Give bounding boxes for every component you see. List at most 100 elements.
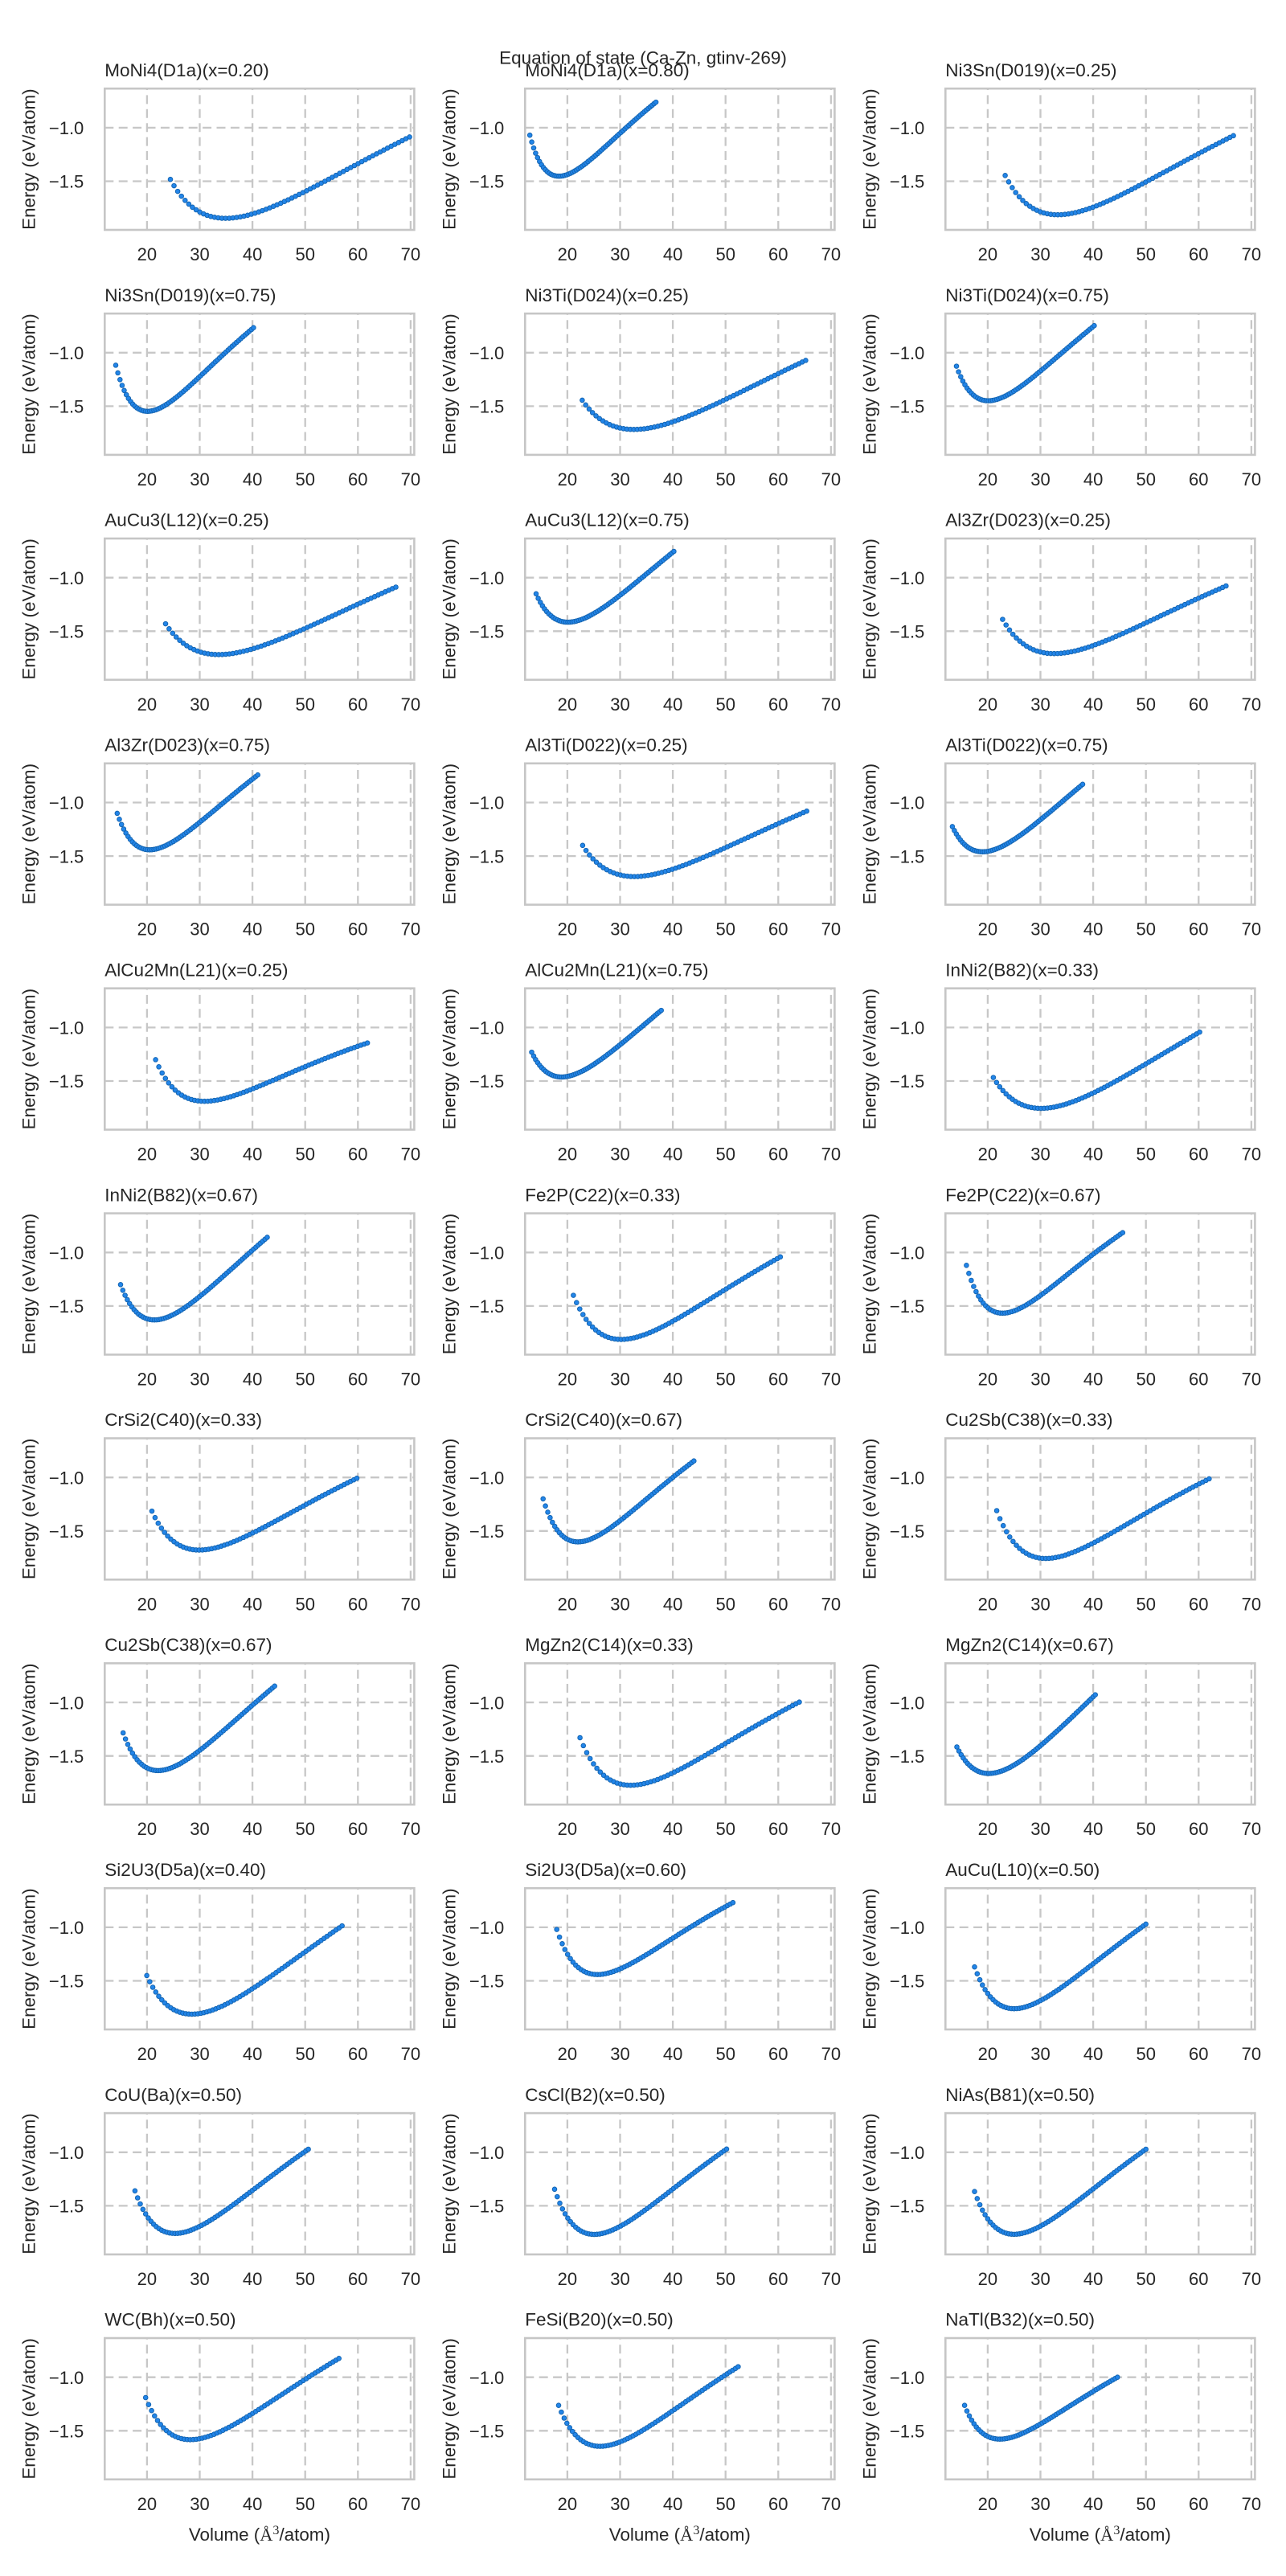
svg-text:Volume (Å3/atom): Volume (Å3/atom) [1030,2524,1171,2545]
svg-text:20: 20 [978,2494,997,2514]
svg-text:60: 60 [768,1369,788,1389]
svg-text:Energy (eV/atom): Energy (eV/atom) [859,313,879,454]
svg-text:40: 40 [243,244,262,264]
svg-text:20: 20 [558,2269,577,2289]
svg-text:50: 50 [1136,1594,1155,1614]
svg-text:50: 50 [715,1594,735,1614]
svg-text:Energy (eV/atom): Energy (eV/atom) [859,1214,879,1354]
svg-text:70: 70 [821,1594,841,1614]
svg-text:50: 50 [295,1819,314,1839]
svg-text:60: 60 [1189,1145,1208,1165]
svg-text:−1.0: −1.0 [469,568,504,588]
svg-text:60: 60 [768,1145,788,1165]
svg-text:20: 20 [978,1594,997,1614]
svg-text:40: 40 [243,2494,262,2514]
svg-text:50: 50 [295,1145,314,1165]
svg-text:−1.5: −1.5 [469,622,504,642]
svg-text:20: 20 [558,2494,577,2514]
svg-text:Al3Ti(D022)(x=0.25): Al3Ti(D022)(x=0.25) [525,735,687,756]
svg-text:−1.5: −1.5 [49,622,84,642]
svg-text:30: 30 [190,1819,209,1839]
svg-text:Energy (eV/atom): Energy (eV/atom) [439,764,459,904]
svg-text:−1.5: −1.5 [890,1747,924,1767]
svg-text:Fe2P(C22)(x=0.33): Fe2P(C22)(x=0.33) [525,1185,680,1205]
svg-text:−1.5: −1.5 [469,1747,504,1767]
svg-text:40: 40 [663,2269,682,2289]
svg-text:20: 20 [137,1594,157,1614]
svg-text:30: 30 [610,919,629,940]
svg-text:60: 60 [348,2044,367,2064]
svg-text:Energy (eV/atom): Energy (eV/atom) [439,2338,459,2479]
svg-text:50: 50 [715,2494,735,2514]
svg-text:50: 50 [295,2044,314,2064]
svg-text:30: 30 [610,1145,629,1165]
svg-text:−1.5: −1.5 [890,172,924,192]
svg-text:60: 60 [768,694,788,715]
svg-text:60: 60 [348,2494,367,2514]
svg-text:60: 60 [1189,1369,1208,1389]
svg-text:20: 20 [978,469,997,489]
svg-text:Energy (eV/atom): Energy (eV/atom) [859,989,879,1129]
svg-text:20: 20 [137,1819,157,1839]
svg-text:20: 20 [137,244,157,264]
svg-text:−1.0: −1.0 [890,118,924,138]
svg-text:−1.5: −1.5 [469,1972,504,1992]
svg-text:30: 30 [610,2494,629,2514]
svg-text:70: 70 [821,2494,841,2514]
svg-text:50: 50 [1136,2269,1155,2289]
svg-text:−1.5: −1.5 [469,1071,504,1091]
svg-text:30: 30 [610,2044,629,2064]
svg-text:Energy (eV/atom): Energy (eV/atom) [18,1664,39,1804]
svg-text:20: 20 [558,469,577,489]
svg-text:40: 40 [663,2044,682,2064]
svg-text:−1.0: −1.0 [890,793,924,813]
svg-text:70: 70 [401,694,420,715]
svg-text:70: 70 [401,2044,420,2064]
svg-text:50: 50 [1136,1369,1155,1389]
svg-text:50: 50 [715,2269,735,2289]
svg-text:60: 60 [1189,919,1208,940]
svg-text:20: 20 [137,469,157,489]
svg-text:Al3Zr(D023)(x=0.25): Al3Zr(D023)(x=0.25) [945,510,1111,530]
svg-text:60: 60 [348,1594,367,1614]
svg-text:Energy (eV/atom): Energy (eV/atom) [439,88,459,229]
svg-text:60: 60 [768,2044,788,2064]
svg-text:−1.0: −1.0 [49,1018,84,1038]
svg-text:−1.0: −1.0 [49,1693,84,1713]
svg-text:70: 70 [401,469,420,489]
svg-text:−1.5: −1.5 [469,2422,504,2442]
svg-text:−1.5: −1.5 [890,1521,924,1542]
svg-text:Energy (eV/atom): Energy (eV/atom) [18,1439,39,1579]
svg-text:−1.5: −1.5 [890,622,924,642]
svg-text:20: 20 [137,2044,157,2064]
svg-text:20: 20 [558,694,577,715]
svg-text:40: 40 [663,1145,682,1165]
svg-text:40: 40 [1083,919,1103,940]
svg-text:60: 60 [1189,694,1208,715]
svg-text:30: 30 [1030,2494,1050,2514]
svg-text:−1.5: −1.5 [469,1296,504,1317]
svg-text:30: 30 [610,2269,629,2289]
svg-text:60: 60 [348,469,367,489]
svg-text:−1.0: −1.0 [890,568,924,588]
svg-text:Volume (Å3/atom): Volume (Å3/atom) [189,2524,330,2545]
svg-text:60: 60 [1189,2044,1208,2064]
svg-text:FeSi(B20)(x=0.50): FeSi(B20)(x=0.50) [525,2310,673,2330]
svg-text:Al3Zr(D023)(x=0.75): Al3Zr(D023)(x=0.75) [104,735,270,756]
svg-text:−1.5: −1.5 [890,1296,924,1317]
svg-text:−1.5: −1.5 [469,846,504,866]
svg-text:CrSi2(C40)(x=0.33): CrSi2(C40)(x=0.33) [104,1410,262,1430]
svg-text:−1.5: −1.5 [49,1071,84,1091]
svg-text:60: 60 [768,2494,788,2514]
svg-text:30: 30 [1030,244,1050,264]
svg-text:−1.0: −1.0 [49,2368,84,2388]
svg-text:60: 60 [1189,244,1208,264]
svg-text:−1.0: −1.0 [890,1018,924,1038]
svg-text:AlCu2Mn(L21)(x=0.75): AlCu2Mn(L21)(x=0.75) [525,960,708,980]
svg-text:MgZn2(C14)(x=0.67): MgZn2(C14)(x=0.67) [945,1635,1113,1655]
svg-text:70: 70 [1242,2494,1261,2514]
svg-text:30: 30 [1030,2269,1050,2289]
svg-text:20: 20 [978,1369,997,1389]
svg-text:30: 30 [190,919,209,940]
svg-text:Al3Ti(D022)(x=0.75): Al3Ti(D022)(x=0.75) [945,735,1108,756]
